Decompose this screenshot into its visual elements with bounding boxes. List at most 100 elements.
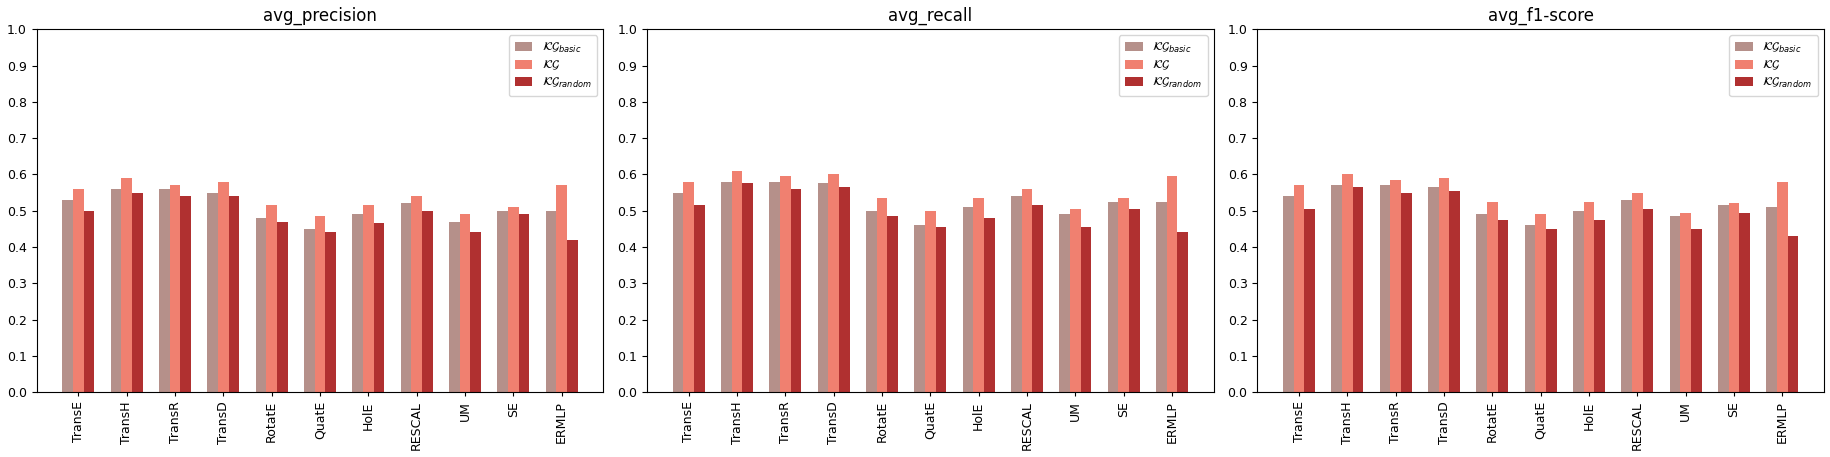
Bar (518, 214, 529, 392)
Bar (62, 200, 73, 392)
Title: avg_precision: avg_precision (264, 7, 377, 25)
Bar (421, 211, 432, 392)
Legend: $\mathcal{KG}_{basic}$, $\mathcal{KG}$, $\mathcal{KG}_{random}$: $\mathcal{KG}_{basic}$, $\mathcal{KG}$, … (1729, 35, 1817, 96)
Bar (1766, 207, 1777, 392)
Bar (1389, 180, 1400, 392)
Bar (1069, 209, 1080, 392)
Bar (791, 189, 802, 392)
Bar (73, 189, 84, 392)
Bar (1107, 202, 1118, 392)
Bar (721, 182, 732, 392)
Bar (1060, 214, 1069, 392)
Bar (1400, 192, 1411, 392)
Bar (1691, 229, 1700, 392)
Bar (110, 189, 121, 392)
Bar (974, 198, 983, 392)
Bar (769, 182, 780, 392)
Bar (827, 175, 838, 392)
Bar (1717, 205, 1728, 392)
Legend: $\mathcal{KG}_{basic}$, $\mathcal{KG}$, $\mathcal{KG}_{random}$: $\mathcal{KG}_{basic}$, $\mathcal{KG}$, … (509, 35, 597, 96)
Bar (888, 216, 897, 392)
Bar (207, 192, 218, 392)
Bar (1738, 213, 1749, 392)
Bar (935, 227, 946, 392)
Bar (1486, 202, 1497, 392)
Bar (545, 211, 556, 392)
Bar (1475, 214, 1486, 392)
Bar (683, 182, 694, 392)
Bar (1380, 186, 1389, 392)
Bar (1545, 229, 1556, 392)
Bar (1021, 189, 1032, 392)
Title: avg_recall: avg_recall (888, 7, 972, 25)
Bar (1449, 191, 1459, 392)
Bar (84, 211, 95, 392)
Bar (1330, 186, 1341, 392)
Bar (1535, 214, 1545, 392)
Bar (265, 205, 276, 392)
Bar (1631, 192, 1642, 392)
Bar (1032, 205, 1043, 392)
Bar (741, 184, 752, 392)
Bar (276, 222, 287, 392)
Bar (1524, 225, 1535, 392)
Bar (351, 214, 362, 392)
Bar (1572, 211, 1583, 392)
Bar (567, 240, 576, 392)
Bar (732, 171, 741, 392)
Bar (1118, 198, 1129, 392)
Bar (1728, 203, 1738, 392)
Bar (1080, 227, 1091, 392)
Bar (1680, 213, 1691, 392)
Bar (1642, 209, 1652, 392)
Bar (672, 192, 683, 392)
Bar (1303, 209, 1314, 392)
Bar (507, 207, 518, 392)
Bar (229, 196, 240, 392)
Bar (1583, 202, 1594, 392)
Bar (694, 205, 705, 392)
Bar (556, 186, 567, 392)
Bar (170, 186, 179, 392)
Bar (121, 178, 132, 392)
Bar (1777, 182, 1786, 392)
Bar (159, 189, 170, 392)
Legend: $\mathcal{KG}_{basic}$, $\mathcal{KG}$, $\mathcal{KG}_{random}$: $\mathcal{KG}_{basic}$, $\mathcal{KG}$, … (1118, 35, 1208, 96)
Bar (448, 222, 459, 392)
Title: avg_f1-score: avg_f1-score (1488, 7, 1592, 25)
Bar (362, 205, 373, 392)
Bar (1010, 196, 1021, 392)
Bar (877, 198, 888, 392)
Bar (1669, 216, 1680, 392)
Bar (1341, 175, 1352, 392)
Bar (459, 214, 470, 392)
Bar (780, 176, 791, 392)
Bar (1294, 186, 1303, 392)
Bar (1129, 209, 1138, 392)
Bar (304, 229, 315, 392)
Bar (1177, 233, 1188, 392)
Bar (963, 207, 974, 392)
Bar (218, 182, 229, 392)
Bar (256, 218, 265, 392)
Bar (498, 211, 507, 392)
Bar (1155, 202, 1166, 392)
Bar (326, 233, 335, 392)
Bar (373, 223, 384, 392)
Bar (1352, 187, 1363, 392)
Bar (1497, 220, 1508, 392)
Bar (315, 216, 326, 392)
Bar (179, 196, 190, 392)
Bar (1427, 187, 1438, 392)
Bar (1438, 178, 1449, 392)
Bar (913, 225, 924, 392)
Bar (1594, 220, 1605, 392)
Bar (1786, 236, 1797, 392)
Bar (132, 192, 143, 392)
Bar (983, 218, 994, 392)
Bar (401, 203, 412, 392)
Bar (412, 196, 421, 392)
Bar (818, 184, 827, 392)
Bar (470, 233, 481, 392)
Bar (1621, 200, 1631, 392)
